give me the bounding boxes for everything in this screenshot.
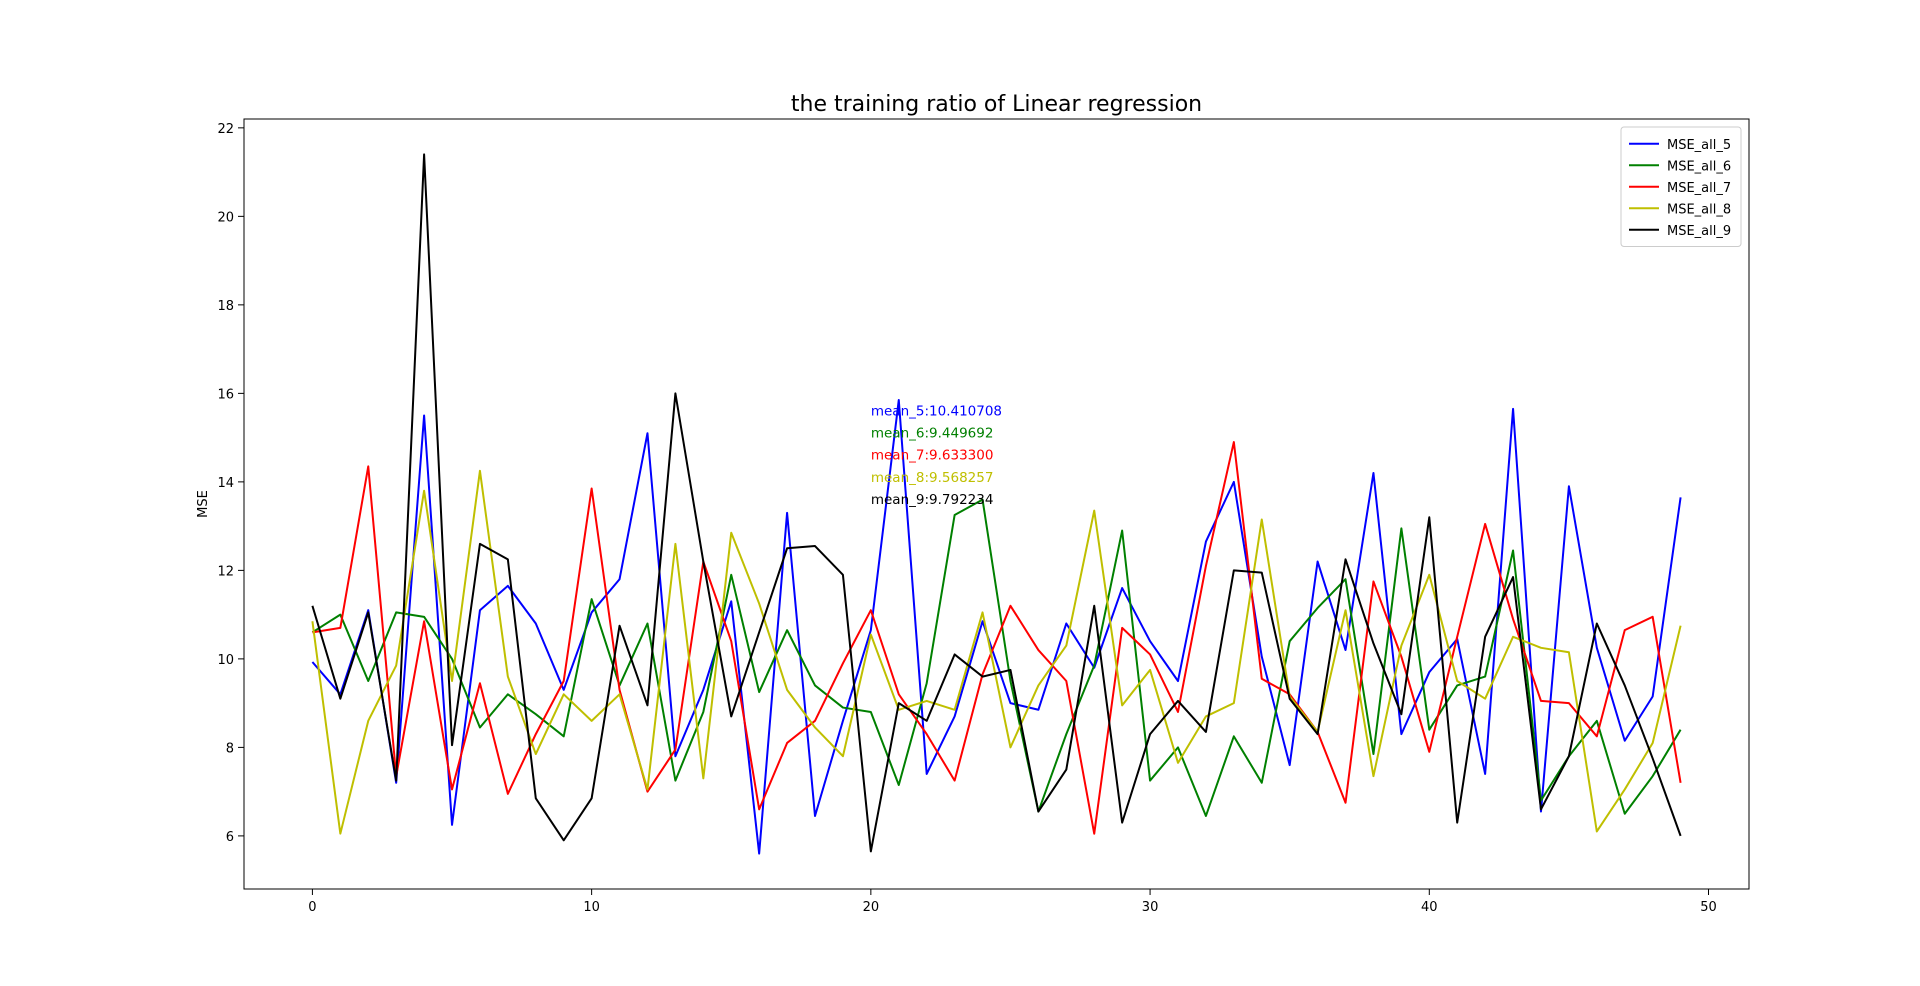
- series-layer: [311, 153, 1682, 855]
- y-tick-label: 12: [217, 564, 234, 579]
- series-line-5: [311, 399, 1682, 855]
- x-tick-label: 40: [1421, 900, 1438, 915]
- legend-box: [1620, 126, 1742, 247]
- x-tick-label: 0: [308, 900, 316, 915]
- y-axis-label: MSE: [196, 490, 211, 518]
- legend-entry-label: MSE_all_6: [1667, 159, 1731, 174]
- y-tick-label: 10: [217, 653, 234, 668]
- mean-annotation-8: mean_8:9.568257: [871, 470, 994, 486]
- mean-annotation-5: mean_5:10.410708: [871, 403, 1002, 419]
- plot-frame: [243, 118, 1750, 890]
- y-tick-label: 18: [217, 299, 234, 314]
- annotation-layer: mean_5:10.410708 mean_6:9.449692 mean_7:9.…: [871, 403, 1002, 508]
- mean-annotation-6: mean_6:9.449692: [871, 426, 994, 442]
- y-tick-label: 14: [217, 476, 234, 491]
- tick-layer: 0 10 20 30 40 50 6 8 10 12 14 16 18 20 22: [217, 122, 1716, 915]
- series-line-6: [311, 498, 1682, 817]
- x-tick-label: 30: [1142, 900, 1159, 915]
- legend-entry-label: MSE_all_9: [1667, 224, 1731, 239]
- legend-entry-label: MSE_all_7: [1667, 181, 1731, 196]
- series-line-9: [311, 153, 1682, 853]
- x-tick-label: 50: [1700, 900, 1717, 915]
- y-tick-label: 16: [217, 387, 234, 402]
- y-tick-label: 6: [226, 830, 234, 845]
- series-line-8: [311, 469, 1682, 835]
- x-tick-label: 10: [583, 900, 600, 915]
- mean-annotation-7: mean_7:9.633300: [871, 448, 994, 464]
- x-tick-label: 20: [863, 900, 880, 915]
- y-tick-label: 22: [217, 122, 234, 137]
- mean-annotation-9: mean_9:9.792234: [871, 492, 994, 508]
- series-line-7: [312, 441, 1682, 835]
- y-tick-label: 20: [217, 210, 234, 225]
- chart-title: the training ratio of Linear regression: [791, 92, 1202, 117]
- legend-entry-label: MSE_all_5: [1667, 138, 1731, 153]
- y-tick-label: 8: [226, 741, 234, 756]
- legend-entry-label: MSE_all_8: [1667, 202, 1731, 217]
- legend: MSE_all_5 MSE_all_6 MSE_all_7 MSE_all_8 MSE_…: [1620, 126, 1742, 247]
